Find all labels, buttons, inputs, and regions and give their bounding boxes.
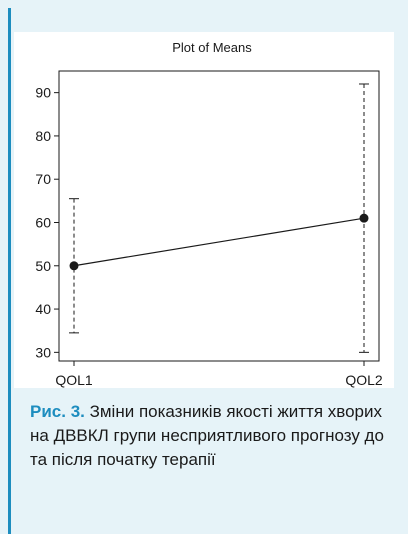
series-line-group [73,217,365,267]
y-tick-label: 30 [35,344,51,360]
x-axis: QOL1 QOL2 [55,361,383,388]
chart-background [14,32,394,388]
mean-points [69,213,369,271]
series-line [73,217,365,267]
figure-caption-text: Зміни показників якості життя хворих на … [30,402,384,469]
y-tick-label: 80 [35,128,51,144]
y-tick-label: 40 [35,301,51,317]
figure-caption: Рис. 3. Зміни показників якості життя хв… [30,400,398,472]
chart-title: Plot of Means [172,40,252,55]
x-tick-label: QOL1 [55,372,93,388]
figure-label: Рис. 3. [30,402,85,421]
y-tick-label: 50 [35,258,51,274]
plot-area-frame [58,70,380,362]
y-tick-label: 90 [35,85,51,101]
y-axis: 30 40 50 60 70 80 90 [35,85,59,360]
x-tick-label: QOL2 [345,372,383,388]
means-chart: Plot of Means 30 40 50 60 70 80 90 QOL1 QOL2 [14,32,394,388]
mean-point [359,213,369,223]
mean-point [69,261,79,271]
left-accent-rule [8,8,11,534]
y-tick-label: 70 [35,171,51,187]
y-tick-label: 60 [35,214,51,230]
